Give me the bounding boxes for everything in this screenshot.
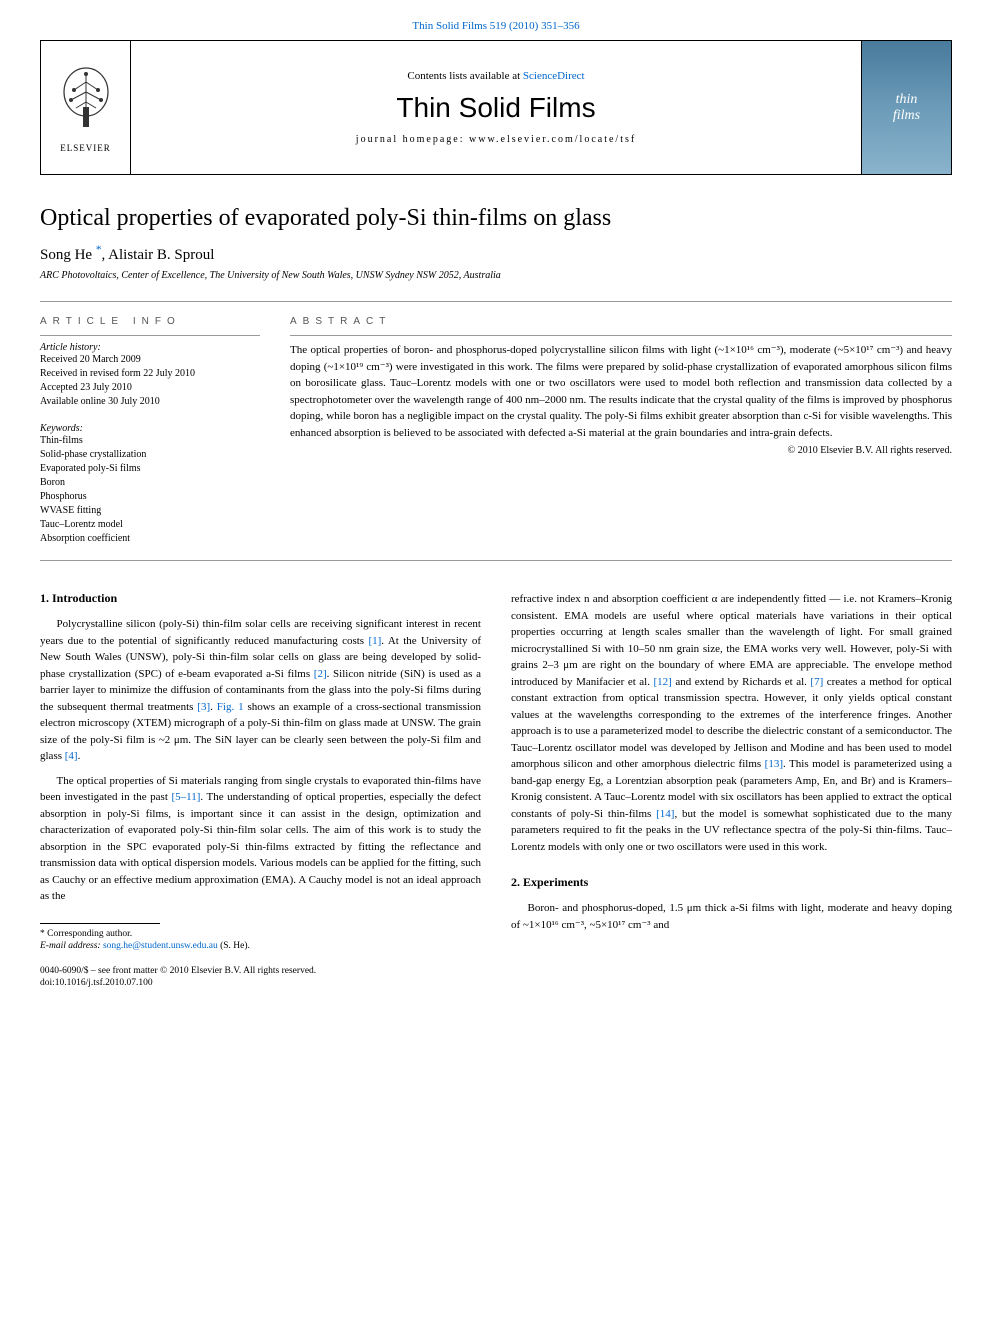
ref-link-14[interactable]: [14]	[656, 808, 674, 820]
ref-link-13[interactable]: [13]	[765, 758, 783, 770]
history-line: Accepted 23 July 2010	[40, 381, 260, 395]
section-1-heading: 1. Introduction	[40, 591, 481, 606]
abstract-divider	[290, 335, 952, 336]
ref-link-4[interactable]: [4]	[65, 750, 78, 762]
intro-para-2: The optical properties of Si materials r…	[40, 773, 481, 905]
keyword: Absorption coefficient	[40, 532, 260, 546]
info-divider	[40, 335, 260, 336]
contents-prefix: Contents lists available at	[407, 70, 522, 82]
journal-homepage: journal homepage: www.elsevier.com/locat…	[356, 134, 636, 145]
keyword: Thin-films	[40, 434, 260, 448]
para-text: .	[78, 750, 81, 762]
keyword: Tauc–Lorentz model	[40, 518, 260, 532]
publisher-logo-block: ELSEVIER	[41, 41, 131, 174]
divider-top	[40, 301, 952, 302]
keyword: Boron	[40, 476, 260, 490]
para-text: and extend by Richards et al.	[672, 676, 811, 688]
email-label: E-mail address:	[40, 941, 103, 951]
para-text: . The understanding of optical propertie…	[40, 791, 481, 902]
para-text: creates a method for optical constant ex…	[511, 676, 952, 771]
email-suffix: (S. He).	[218, 941, 250, 951]
footnote-divider	[40, 923, 160, 924]
history-line: Available online 30 July 2010	[40, 395, 260, 409]
ref-link-2[interactable]: [2]	[314, 668, 327, 680]
ref-link-7[interactable]: [7]	[810, 676, 823, 688]
elsevier-tree-icon	[56, 62, 116, 141]
ref-link-1[interactable]: [1]	[368, 635, 381, 647]
article-title: Optical properties of evaporated poly-Si…	[40, 205, 952, 232]
keyword: Phosphorus	[40, 490, 260, 504]
email-link[interactable]: song.he@student.unsw.edu.au	[103, 941, 218, 951]
email-line: E-mail address: song.he@student.unsw.edu…	[40, 940, 481, 952]
experiments-para-1: Boron- and phosphorus-doped, 1.5 μm thic…	[511, 900, 952, 933]
intro-para-3: refractive index n and absorption coeffi…	[511, 591, 952, 855]
ref-link-5-11[interactable]: [5–11]	[171, 791, 200, 803]
keyword: WVASE fitting	[40, 504, 260, 518]
header-citation-link[interactable]: Thin Solid Films 519 (2010) 351–356	[412, 20, 579, 32]
article-info-column: ARTICLE INFO Article history: Received 2…	[40, 316, 260, 546]
contents-list-line: Contents lists available at ScienceDirec…	[407, 70, 584, 82]
ref-link-12[interactable]: [12]	[654, 676, 672, 688]
keyword: Solid-phase crystallization	[40, 448, 260, 462]
journal-name: Thin Solid Films	[396, 92, 595, 124]
fig-link-1[interactable]: Fig. 1	[217, 701, 244, 713]
doi-line: doi:10.1016/j.tsf.2010.07.100	[40, 978, 481, 988]
banner-center: Contents lists available at ScienceDirec…	[131, 41, 861, 174]
cover-text-1: thin	[896, 92, 918, 108]
abstract-text: The optical properties of boron- and pho…	[290, 342, 952, 441]
author-2: Alistair B. Sproul	[108, 247, 214, 263]
body-columns: 1. Introduction Polycrystalline silicon …	[40, 591, 952, 988]
intro-para-1: Polycrystalline silicon (poly-Si) thin-f…	[40, 616, 481, 765]
sciencedirect-link[interactable]: ScienceDirect	[523, 70, 585, 82]
section-2-heading: 2. Experiments	[511, 875, 952, 890]
journal-banner: ELSEVIER Contents lists available at Sci…	[40, 40, 952, 175]
abstract-label: ABSTRACT	[290, 316, 952, 327]
keywords-label: Keywords:	[40, 423, 260, 434]
corresponding-author-note: * Corresponding author.	[40, 928, 481, 940]
abstract-column: ABSTRACT The optical properties of boron…	[290, 316, 952, 546]
para-text: refractive index n and absorption coeffi…	[511, 593, 952, 688]
footnote-block: * Corresponding author. E-mail address: …	[40, 923, 481, 989]
divider-bottom	[40, 560, 952, 561]
affiliation: ARC Photovoltaics, Center of Excellence,…	[40, 270, 952, 281]
abstract-copyright: © 2010 Elsevier B.V. All rights reserved…	[290, 445, 952, 456]
keyword: Evaporated poly-Si films	[40, 462, 260, 476]
page-range-link[interactable]: Thin Solid Films 519 (2010) 351–356	[40, 20, 952, 32]
history-label: Article history:	[40, 342, 260, 353]
history-line: Received 20 March 2009	[40, 353, 260, 367]
cover-text-2: films	[893, 108, 920, 124]
ref-link-3[interactable]: [3]	[197, 701, 210, 713]
para-text: .	[210, 701, 217, 713]
author-1: Song He	[40, 247, 92, 263]
journal-cover-thumbnail: thin films	[861, 41, 951, 174]
front-matter-line: 0040-6090/$ – see front matter © 2010 El…	[40, 966, 481, 976]
keywords-block: Keywords: Thin-films Solid-phase crystal…	[40, 423, 260, 546]
history-line: Received in revised form 22 July 2010	[40, 367, 260, 381]
info-abstract-row: ARTICLE INFO Article history: Received 2…	[40, 316, 952, 546]
elsevier-label: ELSEVIER	[60, 143, 111, 153]
authors-line: Song He *, Alistair B. Sproul	[40, 244, 952, 264]
article-info-label: ARTICLE INFO	[40, 316, 260, 327]
